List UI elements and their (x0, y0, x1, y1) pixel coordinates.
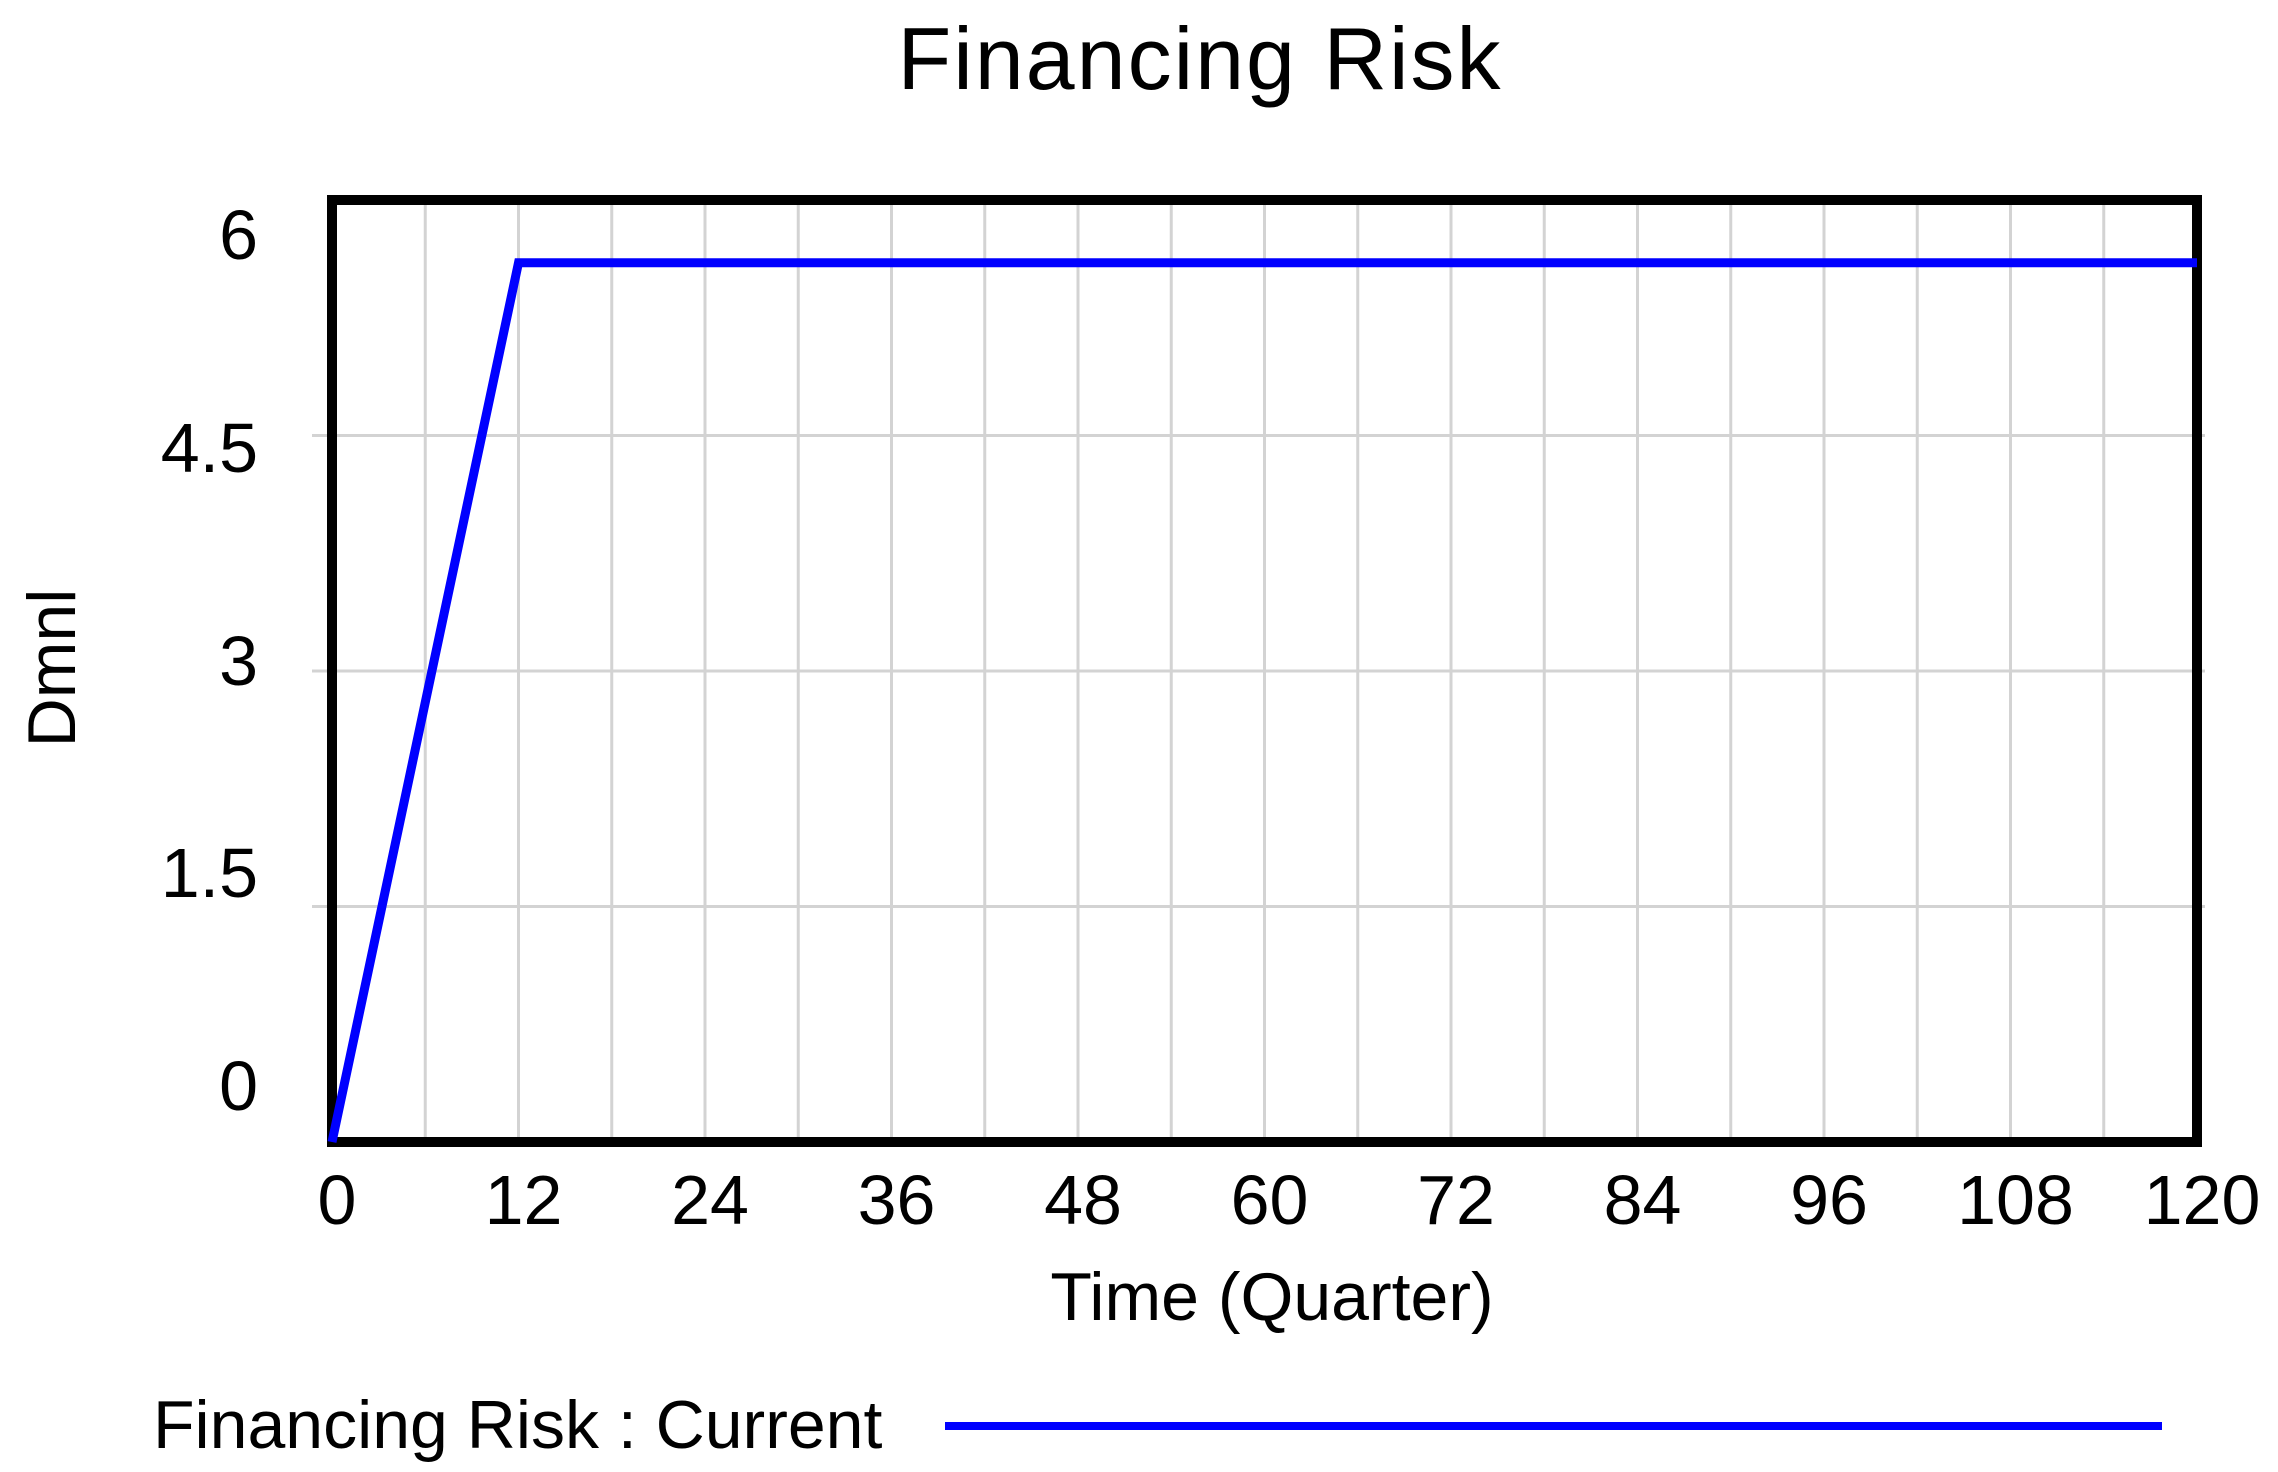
x-tick-label: 60 (1230, 1161, 1309, 1239)
series-line (327, 258, 2197, 1143)
y-axis-title: Dmnl (14, 588, 90, 748)
legend-entry-label: Financing Risk : Current (153, 1387, 883, 1463)
x-axis-title: Time (Quarter) (1050, 1259, 1494, 1335)
x-tick-label: 108 (1957, 1161, 2074, 1239)
x-tick-label: 0 (317, 1161, 357, 1239)
chart-title: Financing Risk (897, 9, 1503, 108)
x-tick-label: 120 (2143, 1161, 2261, 1239)
x-tick-label: 12 (484, 1161, 563, 1239)
x-tick-label: 72 (1417, 1161, 1495, 1239)
x-tick-label: 36 (857, 1161, 936, 1239)
y-tick-label: 6 (219, 196, 258, 274)
y-tick-label: 1.5 (160, 834, 258, 913)
x-tick-label: 96 (1790, 1161, 1868, 1239)
x-tick-label: 48 (1044, 1161, 1122, 1239)
y-tick-label: 0 (219, 1047, 258, 1125)
x-tick-label: 84 (1603, 1161, 1682, 1239)
x-tick-label: 24 (671, 1161, 749, 1239)
y-tick-label: 4.5 (160, 408, 258, 487)
y-tick-label: 3 (219, 621, 258, 700)
plot-frame (327, 195, 2202, 1147)
